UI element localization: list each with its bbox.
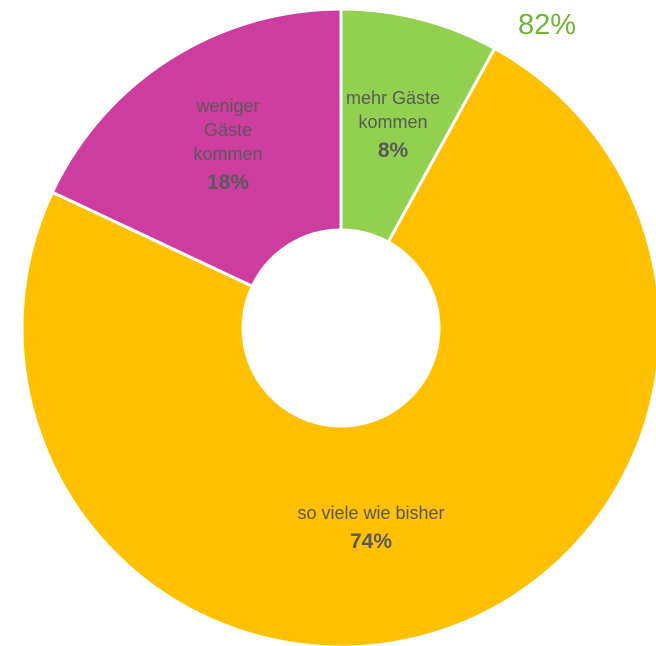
slice-2-label-line-0: weniger — [195, 96, 259, 116]
slice-0-value-label: 8% — [378, 139, 409, 162]
slice-1-label-line-0: so viele wie bisher — [297, 503, 444, 523]
slices-group — [20, 7, 656, 646]
slice-0-label-line-0: mehr Gäste — [346, 88, 440, 108]
slice-0-label-line-1: kommen — [358, 112, 427, 132]
slice-2-label-line-2: kommen — [193, 144, 262, 164]
slice-1-value-label: 74% — [350, 530, 392, 553]
slice-2 — [50, 7, 343, 289]
slice-0 — [339, 7, 497, 245]
labels-group: mehr Gäste kommen 8% so viele wie bisher 74%… — [193, 88, 444, 553]
slice-2-label-line-1: Gäste — [204, 120, 252, 140]
slice-2-value-label: 18% — [207, 171, 249, 194]
annotation-label: 82% — [518, 9, 576, 41]
slice-1 — [20, 46, 656, 646]
